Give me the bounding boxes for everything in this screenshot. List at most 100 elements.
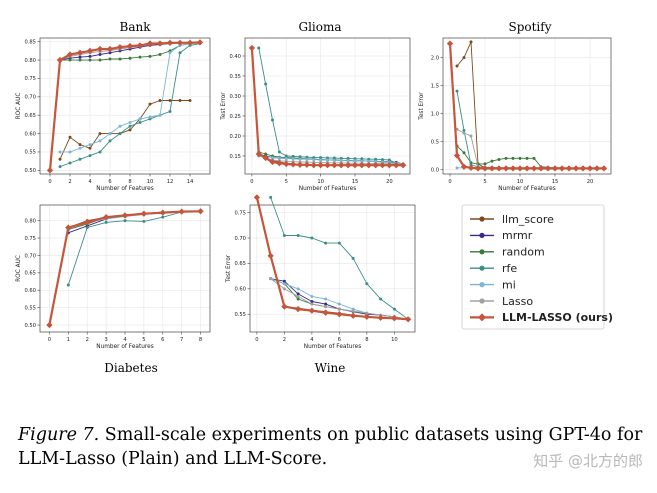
data-point bbox=[379, 297, 383, 301]
data-point bbox=[324, 241, 328, 245]
data-point bbox=[116, 43, 124, 51]
legend-label: random bbox=[502, 246, 545, 259]
data-point bbox=[349, 312, 357, 319]
data-point bbox=[387, 158, 391, 162]
y-tick-label: 0.65 bbox=[24, 113, 36, 119]
legend-marker bbox=[479, 298, 485, 304]
x-tick-label: 7 bbox=[180, 337, 183, 343]
data-point bbox=[310, 300, 314, 304]
data-point bbox=[481, 165, 489, 172]
data-point bbox=[269, 195, 273, 199]
legend-label: LLM-LASSO (ours) bbox=[502, 311, 613, 324]
data-point bbox=[337, 307, 341, 311]
data-point bbox=[523, 165, 531, 172]
data-point bbox=[558, 165, 566, 172]
caption-label: Figure 7. bbox=[18, 425, 100, 445]
chart-spotify: 0 5 10 15 20 0.0 0.5 1.0 1.5 2.0 Number of Feature… bbox=[419, 37, 612, 192]
data-point bbox=[148, 115, 152, 119]
data-point bbox=[88, 54, 92, 58]
data-point bbox=[148, 102, 152, 106]
legend-entry: rfe bbox=[470, 262, 517, 275]
data-point bbox=[88, 143, 92, 147]
data-point bbox=[88, 154, 92, 158]
data-point bbox=[66, 283, 70, 287]
legend-marker bbox=[479, 282, 485, 288]
x-tick-label: 15 bbox=[552, 179, 559, 185]
y-tick-label: 0.50 bbox=[24, 168, 36, 174]
x-tick-label: 2 bbox=[283, 337, 286, 343]
y-tick-label: 0.70 bbox=[234, 236, 246, 242]
x-tick-label: 20 bbox=[587, 179, 594, 185]
y-tick-label: 0.75 bbox=[234, 210, 246, 216]
y-tick-label: 1.0 bbox=[431, 111, 439, 117]
data-point bbox=[197, 208, 204, 215]
data-point bbox=[331, 161, 338, 169]
data-point bbox=[462, 131, 466, 135]
series-llm-lasso-ours bbox=[446, 40, 608, 172]
data-point bbox=[324, 305, 328, 309]
data-point bbox=[291, 154, 295, 158]
x-tick-label: 5 bbox=[483, 179, 486, 185]
series-line bbox=[255, 197, 409, 321]
data-point bbox=[497, 157, 501, 161]
x-tick-label: 4 bbox=[88, 179, 92, 185]
data-point bbox=[365, 161, 373, 169]
y-tick-label: 0.65 bbox=[234, 261, 246, 267]
y-tick-label: 0.50 bbox=[24, 323, 36, 329]
series-line bbox=[448, 43, 604, 170]
data-point bbox=[377, 314, 384, 322]
data-point bbox=[303, 161, 311, 169]
data-point bbox=[337, 161, 345, 169]
x-tick-label: 6 bbox=[108, 179, 111, 185]
data-point bbox=[305, 157, 309, 161]
data-point bbox=[156, 40, 164, 47]
legend-entry: llm_score bbox=[470, 213, 554, 226]
data-point bbox=[178, 208, 185, 215]
x-tick-label: 0 bbox=[48, 179, 51, 185]
data-point bbox=[537, 165, 545, 172]
data-point bbox=[488, 165, 496, 172]
data-point bbox=[78, 143, 82, 147]
data-point bbox=[404, 316, 412, 323]
data-point bbox=[386, 161, 393, 169]
legend-entry: LLM-LASSO (ours) bbox=[470, 311, 613, 324]
data-point bbox=[291, 157, 295, 161]
x-tick-label: 2 bbox=[86, 337, 89, 343]
chart-title-diabetes: Diabetes bbox=[104, 361, 158, 375]
y-tick-label: 0.60 bbox=[234, 287, 246, 293]
chart-title-glioma: Glioma bbox=[298, 20, 342, 34]
data-point bbox=[324, 297, 328, 301]
data-point bbox=[469, 134, 473, 138]
data-point bbox=[76, 49, 84, 56]
legend-entry: mrmr bbox=[470, 229, 533, 242]
series-llm-lasso-ours bbox=[46, 39, 204, 174]
data-point bbox=[509, 165, 517, 172]
y-tick-label: 0.55 bbox=[234, 312, 246, 318]
x-tick-label: 10 bbox=[147, 179, 154, 185]
data-point bbox=[296, 161, 304, 169]
series-llm-score bbox=[455, 40, 606, 170]
x-axis-label: Number of Features bbox=[299, 186, 357, 192]
data-point bbox=[502, 165, 510, 172]
data-point bbox=[56, 56, 64, 64]
series-line bbox=[456, 128, 604, 169]
data-point bbox=[474, 165, 482, 172]
data-point bbox=[544, 165, 552, 172]
data-point bbox=[282, 233, 286, 237]
data-point bbox=[108, 132, 112, 136]
chart-title-spotify: Spotify bbox=[508, 20, 552, 34]
x-tick-label: 3 bbox=[104, 337, 107, 343]
series-line bbox=[258, 153, 404, 165]
data-point bbox=[118, 57, 122, 61]
series-llm-lasso-ours bbox=[253, 194, 412, 323]
data-point bbox=[353, 159, 357, 163]
watermark: 知乎 @北方的郎 bbox=[533, 452, 643, 470]
y-tick-label: 0.40 bbox=[229, 54, 241, 60]
chart-glioma: 0 5 10 15 20 0.15 0.20 0.25 0.30 0.35 0.40 Number o… bbox=[221, 37, 411, 192]
data-point bbox=[128, 121, 132, 125]
series-line bbox=[258, 47, 404, 165]
data-point bbox=[78, 146, 82, 150]
data-point bbox=[277, 150, 281, 154]
data-point bbox=[363, 313, 371, 321]
data-point bbox=[78, 58, 82, 62]
